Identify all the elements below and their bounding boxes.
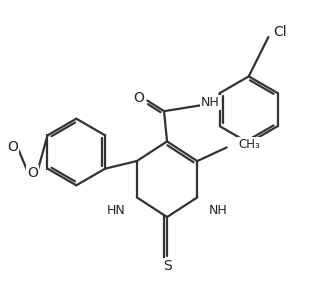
- Text: HN: HN: [106, 205, 125, 217]
- Text: NH: NH: [201, 96, 220, 109]
- Text: CH₃: CH₃: [238, 138, 260, 151]
- Text: O: O: [134, 91, 144, 105]
- Text: NH: NH: [209, 205, 228, 217]
- Text: Cl: Cl: [273, 25, 287, 39]
- Text: S: S: [163, 259, 171, 273]
- Text: O: O: [7, 140, 18, 154]
- Text: O: O: [27, 166, 38, 180]
